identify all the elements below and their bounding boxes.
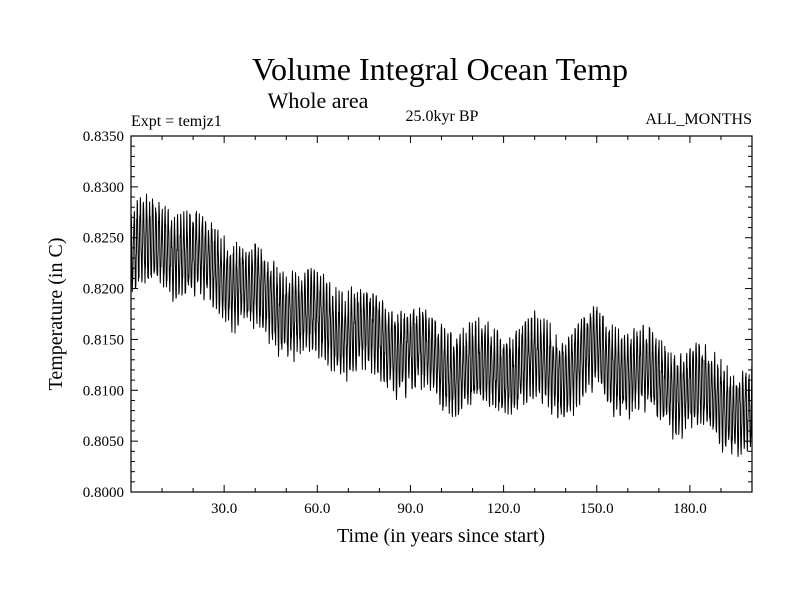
temperature-series-line bbox=[130, 193, 753, 458]
x-tick-label: 180.0 bbox=[673, 501, 707, 517]
y-tick-label: 0.8050 bbox=[83, 434, 124, 450]
y-tick-label: 0.8250 bbox=[83, 231, 124, 247]
y-tick-label: 0.8100 bbox=[83, 383, 124, 399]
plot-area: 30.0 60.0 90.0 120.0 150.0 180.0 0.8000 0.8050… bbox=[83, 129, 753, 517]
x-tick-label: 60.0 bbox=[304, 501, 330, 517]
x-tick-label: 90.0 bbox=[397, 501, 423, 517]
months-label: ALL_MONTHS bbox=[645, 111, 752, 128]
chart-title: Volume Integral Ocean Temp bbox=[252, 51, 628, 87]
y-tick-label: 0.8150 bbox=[83, 332, 124, 348]
series-layer bbox=[130, 193, 753, 458]
y-tick-label: 0.8300 bbox=[83, 180, 124, 196]
x-axis-label: Time (in years since start) bbox=[337, 525, 545, 547]
plot-frame bbox=[130, 135, 753, 493]
experiment-label: Expt = temjz1 bbox=[131, 113, 222, 130]
x-tick-label: 120.0 bbox=[487, 501, 521, 517]
period-label: 25.0kyr BP bbox=[406, 108, 479, 125]
y-tick-label: 0.8000 bbox=[83, 485, 124, 501]
x-axis-ticks: 30.0 60.0 90.0 120.0 150.0 180.0 bbox=[161, 136, 722, 517]
y-axis-label: Temperature (in C) bbox=[45, 238, 67, 391]
x-tick-label: 150.0 bbox=[580, 501, 614, 517]
y-axis-ticks: 0.8000 0.8050 0.8100 0.8150 0.8200 0.8250 0.83… bbox=[83, 129, 752, 501]
y-tick-label: 0.8200 bbox=[83, 282, 124, 298]
x-tick-label: 30.0 bbox=[211, 501, 237, 517]
chart-subtitle: Whole area bbox=[268, 88, 369, 113]
y-tick-label: 0.8350 bbox=[83, 129, 124, 145]
